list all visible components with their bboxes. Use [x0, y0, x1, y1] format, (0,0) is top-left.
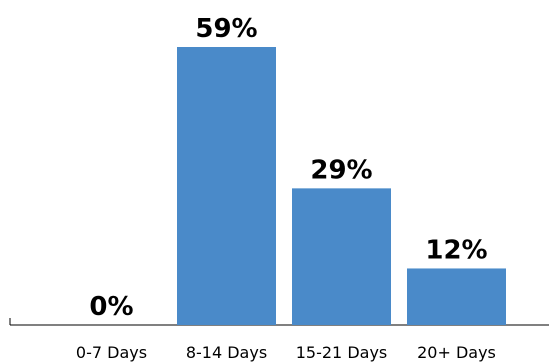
bars-group — [177, 47, 506, 325]
x-tick-label-20-days: 20+ Days — [417, 343, 496, 362]
x-tick-labels-group: 0-7 Days 8-14 Days 15-21 Days 20+ Days — [76, 343, 496, 362]
data-label-20-days: 12% — [425, 235, 487, 265]
bar-15-21-days — [292, 188, 391, 325]
data-labels-group: 0% 59% 29% 12% — [89, 14, 487, 322]
x-tick-label-15-21-days: 15-21 Days — [296, 343, 388, 362]
x-tick-label-0-7-days: 0-7 Days — [76, 343, 147, 362]
data-label-15-21-days: 29% — [310, 155, 372, 185]
data-label-8-14-days: 59% — [195, 14, 257, 44]
data-label-0-7-days: 0% — [89, 292, 133, 322]
x-tick-label-8-14-days: 8-14 Days — [186, 343, 267, 362]
bar-20-days — [407, 268, 506, 325]
bar-8-14-days — [177, 47, 276, 325]
